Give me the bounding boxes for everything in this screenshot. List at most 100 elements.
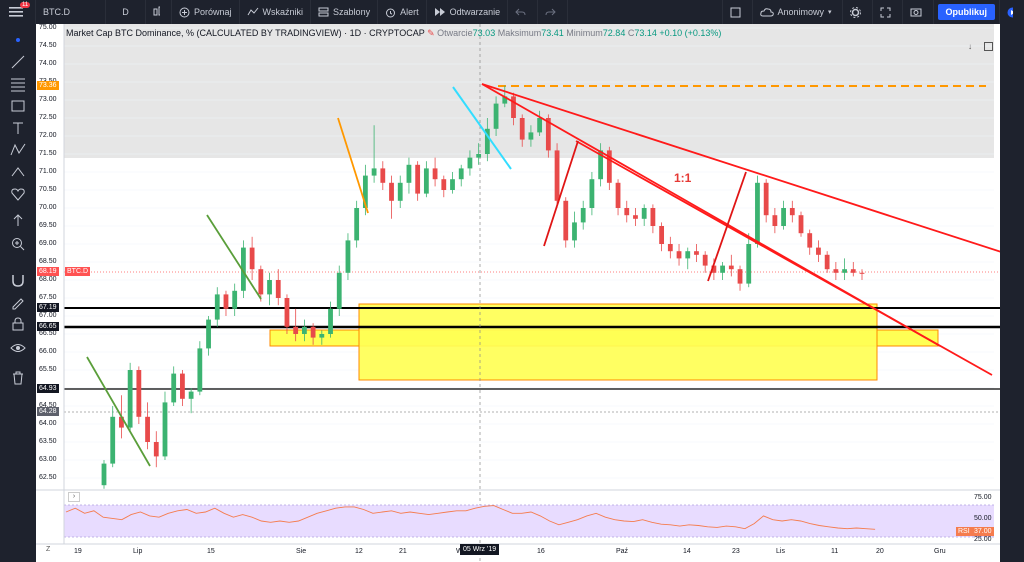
candle-body bbox=[432, 168, 438, 180]
price-tick-label: 70.00 bbox=[39, 204, 57, 211]
chart-type-button[interactable] bbox=[146, 0, 172, 24]
candle-body bbox=[275, 280, 281, 298]
alert-button[interactable]: Alert bbox=[378, 0, 427, 24]
account-label: Anonimowy bbox=[777, 7, 825, 17]
candle-body bbox=[397, 182, 403, 201]
zoom-tool[interactable] bbox=[10, 236, 26, 252]
time-tick-label: 19 bbox=[74, 548, 82, 555]
fullscreen-button[interactable] bbox=[873, 0, 903, 24]
trendline-orange[interactable] bbox=[337, 117, 369, 214]
redo-button[interactable] bbox=[538, 0, 569, 24]
trendline-tool[interactable] bbox=[10, 54, 26, 70]
price-tick-label: 75.00 bbox=[39, 24, 57, 31]
time-tick-label: 23 bbox=[732, 548, 740, 555]
hamburger-icon bbox=[8, 7, 23, 17]
price-tick-label: 64.50 bbox=[39, 402, 57, 409]
candle-body bbox=[694, 251, 699, 255]
fib-tool[interactable] bbox=[10, 76, 26, 92]
impulse-line-1[interactable] bbox=[543, 140, 579, 247]
remove-tool[interactable] bbox=[10, 370, 26, 386]
indicators-label: Wskaźniki bbox=[262, 7, 304, 17]
candle-body bbox=[171, 373, 177, 403]
settings-button[interactable] bbox=[843, 0, 873, 24]
eye-icon bbox=[10, 344, 26, 352]
trendline-green-1[interactable] bbox=[86, 356, 151, 467]
replay-button[interactable]: Odtwarzanie bbox=[427, 0, 509, 24]
symbol-search[interactable]: BTC.D bbox=[36, 0, 106, 24]
templates-button[interactable]: Szablony bbox=[311, 0, 379, 24]
demand-zone-main[interactable] bbox=[358, 303, 878, 381]
price-tick-label: 71.00 bbox=[39, 168, 57, 175]
ratio-annotation[interactable]: 1:1 bbox=[674, 171, 692, 185]
lock-tool[interactable] bbox=[10, 316, 26, 332]
pattern-tool[interactable] bbox=[10, 142, 26, 158]
candle-body bbox=[650, 208, 656, 226]
menu-button[interactable]: 11 bbox=[0, 0, 36, 24]
interval-button[interactable]: D bbox=[106, 0, 146, 24]
trendline-icon bbox=[11, 55, 25, 69]
cursor-tool[interactable] bbox=[10, 32, 26, 48]
prediction-tool[interactable] bbox=[10, 164, 26, 180]
trendline-green-2[interactable] bbox=[206, 214, 262, 300]
tag-level-64-28: 64.28 bbox=[37, 407, 59, 416]
alert-label: Alert bbox=[400, 7, 419, 17]
time-tick-label: Lis bbox=[776, 548, 785, 555]
price-tick-label: 67.00 bbox=[39, 312, 57, 319]
candle-body bbox=[833, 269, 839, 273]
templates-icon bbox=[318, 7, 329, 17]
maximize-pane-icon[interactable] bbox=[984, 42, 993, 51]
magnet-icon bbox=[12, 275, 24, 287]
trendline-cyan[interactable] bbox=[452, 86, 512, 170]
account-button[interactable]: Anonimowy ▾ bbox=[753, 0, 843, 24]
candle-body bbox=[310, 326, 316, 338]
candle-body bbox=[476, 154, 482, 158]
plus-circle-icon bbox=[179, 7, 190, 17]
publish-wrap: Opublikuj bbox=[934, 0, 1000, 24]
screenshot-button[interactable] bbox=[903, 0, 934, 24]
candle-body bbox=[362, 175, 368, 208]
candle-body bbox=[493, 103, 499, 129]
indicators-button[interactable]: Wskaźniki bbox=[240, 0, 312, 24]
candle-body bbox=[755, 182, 760, 244]
icon-tool[interactable] bbox=[10, 186, 26, 202]
candle-body bbox=[119, 416, 124, 428]
time-tick-label: 12 bbox=[355, 548, 363, 555]
legend-settings-icon[interactable]: ✎ bbox=[427, 28, 438, 38]
candle-body bbox=[667, 244, 673, 252]
candle-body bbox=[188, 391, 194, 399]
candle-body bbox=[319, 334, 325, 338]
tag-level-67-19: 67.19 bbox=[37, 303, 59, 312]
time-tick-label: 21 bbox=[399, 548, 407, 555]
price-chart[interactable]: 1:1 bbox=[36, 24, 1000, 562]
goto-date-icon[interactable]: Z bbox=[46, 546, 51, 553]
magnet-tool[interactable] bbox=[10, 272, 26, 288]
time-tick-label: 16 bbox=[537, 548, 545, 555]
play-button[interactable] bbox=[1000, 0, 1024, 24]
prediction-icon bbox=[11, 167, 25, 177]
measure-tool[interactable] bbox=[10, 212, 26, 228]
trendline-red-upper[interactable] bbox=[481, 83, 1000, 260]
trendline-red-channel[interactable] bbox=[575, 140, 993, 376]
gear-icon bbox=[849, 6, 861, 18]
chart-area[interactable]: 1:1 Market Cap BTC Dominance, % (CALCULA… bbox=[36, 24, 1000, 562]
undo-button[interactable] bbox=[508, 0, 539, 24]
stay-drawing-tool[interactable] bbox=[10, 294, 26, 310]
time-tick-label: Sie bbox=[296, 548, 307, 555]
scroll-down-icon[interactable]: ↓ bbox=[968, 42, 972, 51]
hide-tool[interactable] bbox=[10, 340, 26, 356]
layout-button[interactable] bbox=[721, 0, 753, 24]
legend-low-label: Minimum bbox=[566, 28, 603, 38]
compare-button[interactable]: Porównaj bbox=[172, 0, 240, 24]
chart-legend: Market Cap BTC Dominance, % (CALCULATED … bbox=[66, 28, 721, 39]
candle-body bbox=[345, 240, 351, 273]
price-tick-label: 68.00 bbox=[39, 276, 57, 283]
symbol-label: BTC.D bbox=[43, 7, 70, 17]
tag-level-64-93: 64.93 bbox=[37, 384, 59, 393]
rsi-collapse-icon[interactable]: › bbox=[68, 492, 80, 502]
candle-body bbox=[267, 280, 272, 295]
publish-button[interactable]: Opublikuj bbox=[937, 4, 995, 20]
text-tool[interactable] bbox=[10, 120, 26, 136]
impulse-line-2[interactable] bbox=[707, 171, 747, 282]
candle-body bbox=[772, 215, 778, 226]
shape-tool[interactable] bbox=[10, 98, 26, 114]
